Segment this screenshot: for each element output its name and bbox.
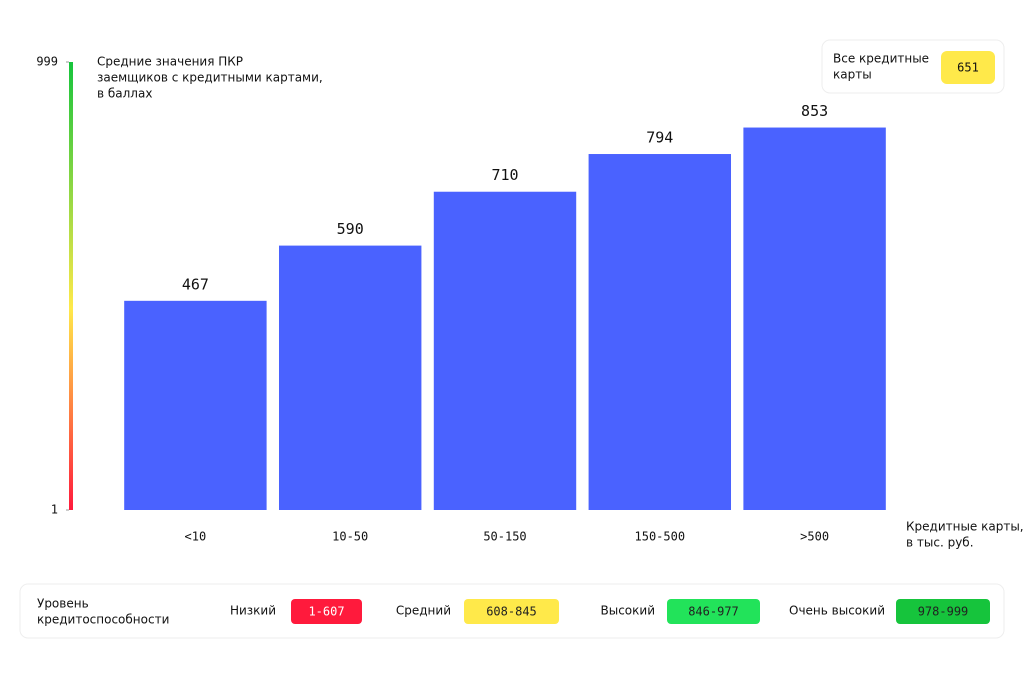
bar — [124, 300, 267, 510]
level-name: Низкий — [230, 604, 276, 618]
x-axis-label: в тыс. руб. — [906, 536, 974, 550]
chart-title: Средние значения ПКР — [97, 55, 243, 69]
level-badge — [667, 599, 760, 624]
bar — [278, 245, 422, 511]
reference-label: карты — [833, 68, 872, 82]
level-name: Очень высокий — [789, 604, 885, 618]
level-range: 1-607 — [308, 605, 344, 619]
reference-badge — [941, 51, 995, 84]
x-tick-label: 10-50 — [332, 530, 368, 544]
chart-title: заемщиков с кредитными картами, — [97, 71, 323, 85]
y-tick-label: 1 — [51, 503, 58, 517]
x-tick-label: <10 — [185, 530, 207, 544]
reference-label: Все кредитные — [833, 52, 929, 66]
chart-title: в баллах — [97, 87, 152, 101]
bar — [743, 127, 886, 511]
level-badge — [291, 599, 362, 624]
level-badge — [896, 599, 990, 624]
y-tick-label: 999 — [36, 55, 58, 69]
bar — [588, 154, 732, 510]
reference-value: 651 — [957, 61, 979, 75]
level-name: Средний — [396, 604, 451, 618]
value-label: 590 — [337, 220, 364, 238]
level-badge — [464, 599, 559, 624]
value-label: 710 — [491, 166, 518, 184]
levels-title: Уровень — [37, 597, 89, 611]
level-range: 608-845 — [486, 605, 537, 619]
value-label: 467 — [182, 275, 209, 293]
level-range: 846-977 — [688, 605, 739, 619]
value-scale — [69, 62, 73, 510]
x-tick-label: 50-150 — [483, 530, 526, 544]
value-label: 853 — [801, 102, 828, 120]
x-tick-label: >500 — [800, 530, 829, 544]
bar — [433, 191, 577, 511]
level-range: 978-999 — [918, 605, 969, 619]
value-label: 794 — [646, 129, 673, 147]
x-tick-label: 150-500 — [635, 530, 686, 544]
levels-title: кредитоспособности — [37, 613, 169, 627]
x-axis-label: Кредитные карты, — [906, 520, 1024, 534]
level-name: Высокий — [601, 604, 656, 618]
